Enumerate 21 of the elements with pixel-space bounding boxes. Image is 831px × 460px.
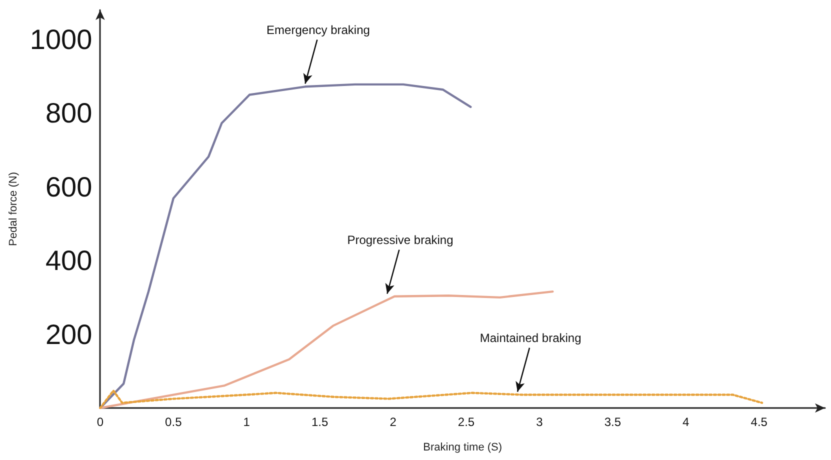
y-tick-label: 600 (45, 171, 92, 202)
x-tick-label: 4 (682, 415, 690, 429)
line-series (99, 390, 764, 410)
x-tick-label: 3.5 (604, 415, 622, 429)
x-tick-label: 2.5 (458, 415, 475, 429)
y-axis-title: Pedal force (N) (8, 172, 20, 246)
x-tick-label: 3 (536, 415, 544, 429)
annotation: Progressive braking (347, 232, 454, 247)
x-tick-label: 1.5 (311, 415, 328, 429)
y-tick-label: 400 (45, 245, 92, 276)
x-tick-label: 2 (390, 415, 397, 429)
x-tick-label: 0.5 (165, 415, 182, 429)
x-tick-label: 4.5 (750, 415, 768, 429)
x-axis-title: Braking time (S) (423, 442, 502, 454)
y-tick-label: 200 (45, 318, 92, 350)
annotation: Maintained braking (480, 330, 582, 345)
y-tick-label: 1000 (30, 24, 92, 55)
annotation: Emergency braking (266, 22, 370, 37)
y-tick-label: 800 (45, 98, 92, 129)
x-tick-label: 1 (243, 415, 250, 429)
x-tick-label: 0 (96, 415, 104, 429)
